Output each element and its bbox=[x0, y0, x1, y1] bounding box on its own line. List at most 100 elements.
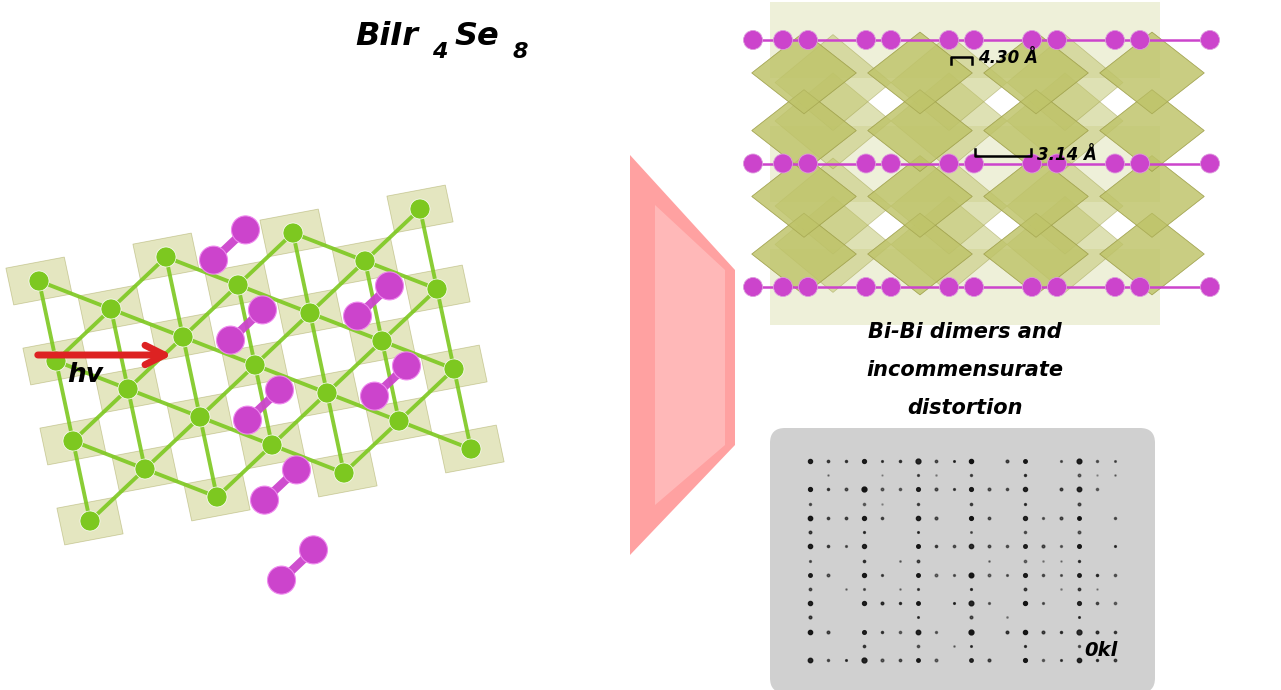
Circle shape bbox=[1200, 277, 1220, 297]
Circle shape bbox=[774, 277, 793, 297]
Circle shape bbox=[1200, 154, 1220, 173]
Polygon shape bbox=[1100, 213, 1204, 295]
Polygon shape bbox=[167, 393, 233, 441]
Circle shape bbox=[1022, 277, 1041, 297]
Circle shape bbox=[216, 326, 245, 354]
Polygon shape bbox=[867, 32, 972, 114]
Polygon shape bbox=[752, 213, 856, 295]
Polygon shape bbox=[1007, 34, 1123, 130]
Polygon shape bbox=[984, 90, 1088, 171]
Circle shape bbox=[173, 327, 193, 347]
Circle shape bbox=[410, 199, 430, 219]
Circle shape bbox=[965, 154, 984, 173]
Polygon shape bbox=[1100, 156, 1204, 237]
Polygon shape bbox=[1100, 90, 1204, 171]
Circle shape bbox=[857, 277, 875, 297]
Circle shape bbox=[208, 487, 227, 507]
Polygon shape bbox=[984, 156, 1088, 237]
Polygon shape bbox=[867, 213, 972, 295]
Polygon shape bbox=[133, 233, 199, 281]
Circle shape bbox=[1048, 154, 1067, 173]
FancyArrowPatch shape bbox=[37, 345, 164, 365]
Circle shape bbox=[334, 463, 354, 483]
Text: distortion: distortion bbox=[907, 398, 1022, 418]
Polygon shape bbox=[1100, 90, 1204, 171]
Circle shape bbox=[427, 279, 447, 299]
Polygon shape bbox=[752, 156, 856, 237]
Circle shape bbox=[939, 277, 958, 297]
Circle shape bbox=[939, 154, 958, 173]
Polygon shape bbox=[867, 213, 972, 295]
Polygon shape bbox=[775, 158, 892, 254]
Polygon shape bbox=[293, 369, 360, 417]
Circle shape bbox=[1106, 30, 1125, 50]
Polygon shape bbox=[752, 213, 856, 295]
Polygon shape bbox=[366, 397, 432, 445]
Polygon shape bbox=[387, 185, 453, 233]
Circle shape bbox=[300, 536, 328, 564]
Polygon shape bbox=[95, 365, 161, 413]
Circle shape bbox=[29, 271, 49, 291]
FancyBboxPatch shape bbox=[770, 126, 1161, 201]
Polygon shape bbox=[238, 421, 305, 469]
Circle shape bbox=[228, 275, 249, 295]
Polygon shape bbox=[205, 261, 272, 309]
Circle shape bbox=[343, 302, 371, 330]
Circle shape bbox=[1048, 277, 1067, 297]
Polygon shape bbox=[752, 213, 856, 295]
Polygon shape bbox=[984, 213, 1088, 295]
Circle shape bbox=[316, 383, 337, 403]
Circle shape bbox=[79, 511, 100, 531]
FancyBboxPatch shape bbox=[770, 249, 1161, 325]
Circle shape bbox=[1131, 30, 1149, 50]
Circle shape bbox=[200, 246, 228, 274]
Polygon shape bbox=[222, 341, 288, 389]
Circle shape bbox=[1106, 277, 1125, 297]
Polygon shape bbox=[775, 197, 892, 293]
Polygon shape bbox=[1100, 156, 1204, 237]
Polygon shape bbox=[752, 32, 856, 114]
Polygon shape bbox=[892, 34, 1007, 130]
Polygon shape bbox=[892, 158, 1007, 254]
FancyBboxPatch shape bbox=[770, 2, 1161, 78]
Polygon shape bbox=[984, 32, 1088, 114]
Polygon shape bbox=[332, 237, 398, 285]
Circle shape bbox=[857, 154, 875, 173]
Circle shape bbox=[156, 247, 175, 267]
Polygon shape bbox=[404, 265, 470, 313]
Polygon shape bbox=[655, 205, 725, 505]
Polygon shape bbox=[752, 32, 856, 114]
Circle shape bbox=[118, 379, 138, 399]
Polygon shape bbox=[260, 209, 327, 257]
Polygon shape bbox=[752, 90, 856, 171]
Polygon shape bbox=[867, 213, 972, 295]
Circle shape bbox=[798, 30, 817, 50]
Polygon shape bbox=[752, 156, 856, 237]
Circle shape bbox=[232, 216, 260, 244]
Circle shape bbox=[857, 30, 875, 50]
Circle shape bbox=[939, 30, 958, 50]
Polygon shape bbox=[867, 90, 972, 171]
Polygon shape bbox=[311, 449, 377, 497]
Text: 0kl: 0kl bbox=[1085, 641, 1118, 660]
Polygon shape bbox=[78, 285, 145, 333]
Polygon shape bbox=[984, 90, 1088, 171]
Polygon shape bbox=[984, 213, 1088, 295]
Polygon shape bbox=[277, 289, 343, 337]
Circle shape bbox=[392, 352, 420, 380]
Circle shape bbox=[263, 435, 282, 455]
Polygon shape bbox=[1100, 32, 1204, 114]
Polygon shape bbox=[867, 156, 972, 237]
Polygon shape bbox=[1007, 158, 1123, 254]
Circle shape bbox=[249, 296, 277, 324]
Text: 4: 4 bbox=[432, 42, 447, 62]
Text: 4.30 Å: 4.30 Å bbox=[977, 49, 1038, 67]
Polygon shape bbox=[421, 345, 487, 393]
Text: 8: 8 bbox=[512, 42, 529, 62]
Circle shape bbox=[1200, 30, 1220, 50]
Circle shape bbox=[965, 277, 984, 297]
Polygon shape bbox=[6, 257, 72, 305]
Polygon shape bbox=[984, 156, 1088, 237]
Polygon shape bbox=[984, 32, 1088, 114]
Circle shape bbox=[190, 407, 210, 427]
